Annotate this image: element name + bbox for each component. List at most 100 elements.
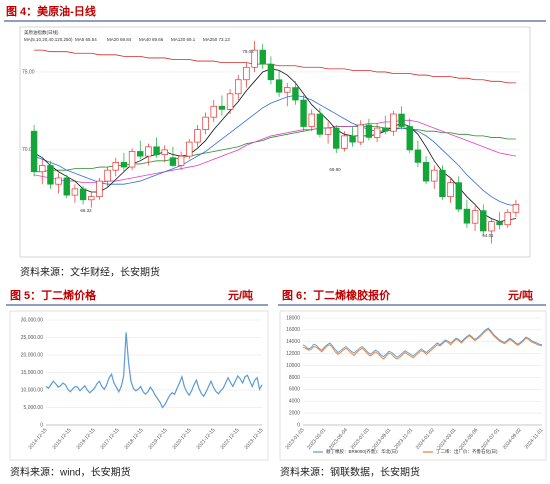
candle-body [431, 169, 438, 182]
source: 资料来源：wind，长安期货 [10, 466, 131, 479]
figure-caption: 图 4：美原油-日线 [6, 4, 96, 18]
candle-body [226, 93, 234, 110]
y-tick-label: 16000 [286, 327, 300, 333]
candle-body [382, 127, 389, 132]
y-tick-label: 10,000.00 [21, 387, 43, 393]
candle-body [398, 113, 405, 127]
legend-title: MA(5,10,20,40,120,250) [24, 37, 73, 42]
candle-body [251, 49, 258, 68]
candle-body [71, 188, 79, 196]
candle-body [161, 149, 168, 155]
candle-body [169, 157, 177, 166]
ma-line [34, 49, 516, 84]
annotation: 79.03 [242, 49, 254, 54]
candle-body [243, 66, 250, 81]
y-tick-label: 2000 [289, 410, 300, 416]
candle-body [112, 162, 119, 171]
candle-body [96, 180, 103, 198]
candle-body [63, 177, 70, 196]
chart-frame [279, 310, 547, 461]
legend-entry: MA250 73.13 [203, 37, 230, 42]
candle-body [455, 182, 462, 210]
y-tick-label: 75.00 [22, 69, 35, 75]
candle-body [47, 165, 54, 185]
y-tick-label: 18000 [286, 315, 300, 321]
candle-body [496, 221, 503, 226]
candle-body [324, 127, 332, 135]
candle-body [308, 113, 315, 127]
annotation: 64.01 [482, 233, 494, 238]
y-tick-label: 14000 [286, 339, 300, 345]
candle-body [39, 165, 46, 173]
y-tick-label: 0 [40, 422, 43, 428]
candle-body [259, 49, 266, 65]
candle-body [275, 79, 283, 93]
legend-entry: MA120 69.1 [171, 37, 196, 42]
y-tick-label: 20,000.00 [21, 352, 43, 358]
candle-body [422, 162, 430, 182]
y-tick-label: 5,000.00 [24, 405, 44, 411]
figure-caption: 图 6：丁二烯橡胶报价 [282, 288, 391, 302]
candle-body [210, 105, 217, 118]
candle-body [414, 149, 422, 163]
legend-entry: MA5 65.54 [75, 37, 97, 42]
candle-body [218, 105, 226, 110]
candle-body [390, 113, 397, 132]
candle-body [504, 211, 511, 226]
y-tick-label: 10000 [286, 363, 300, 369]
candle-body [373, 127, 381, 138]
y-tick-label: 12000 [286, 351, 300, 357]
candle-body [120, 162, 128, 168]
series-line [302, 327, 543, 358]
candle-body [153, 146, 160, 155]
unit: 元/吨 [508, 288, 533, 302]
candle-body [104, 169, 111, 182]
candle-body [447, 182, 454, 198]
candle-body [349, 135, 356, 143]
y-tick-label: 8000 [289, 375, 300, 381]
chart-frame [19, 26, 531, 258]
y-tick-label: 25,000.00 [21, 335, 43, 341]
source: 资料来源：钢联数据，长安期货 [280, 466, 420, 479]
unit: 元/吨 [228, 288, 253, 302]
chart-label: 美原油指数(日线) [24, 29, 59, 36]
candle-body [406, 126, 413, 151]
legend-entry: 丁二烯：出厂价：齐鲁石化(日) [436, 448, 498, 455]
y-tick-label: 4000 [289, 399, 300, 405]
series-line [45, 332, 263, 409]
candle-body [30, 130, 38, 173]
candle-body [202, 116, 209, 130]
candle-body [341, 135, 348, 149]
candle-body [512, 204, 520, 213]
candle-body [55, 177, 62, 185]
y-tick-label: 70.00 [22, 147, 35, 153]
candle-body [471, 210, 479, 224]
y-tick-label: 30,000.00 [21, 317, 43, 323]
figure-caption: 图 5：丁二烯价格 [10, 288, 97, 302]
source: 资料来源：文华财经，长安期货 [20, 266, 160, 279]
candle-body [488, 221, 495, 232]
legend-entry: MA40 69.66 [139, 37, 164, 42]
annotation: 69.80 [329, 167, 341, 172]
series-line [302, 328, 543, 360]
candle-body [267, 63, 275, 81]
candle-body [480, 210, 487, 232]
candle-body [365, 124, 373, 138]
candle-body [186, 141, 193, 157]
y-tick-label: 15,000.00 [21, 370, 43, 376]
candle-body [128, 151, 136, 168]
candle-body [300, 99, 307, 127]
candle-body [137, 151, 144, 157]
candle-body [88, 196, 95, 201]
candle-body [292, 87, 299, 101]
ma-line [33, 68, 516, 223]
candle-body [194, 129, 201, 143]
candle-body [235, 79, 242, 95]
candle-body [357, 124, 364, 143]
candle-body [333, 127, 340, 149]
y-tick-label: 6000 [289, 387, 300, 393]
legend-entry: MA20 69.84 [107, 37, 132, 42]
annotation: 66.32 [80, 208, 92, 213]
